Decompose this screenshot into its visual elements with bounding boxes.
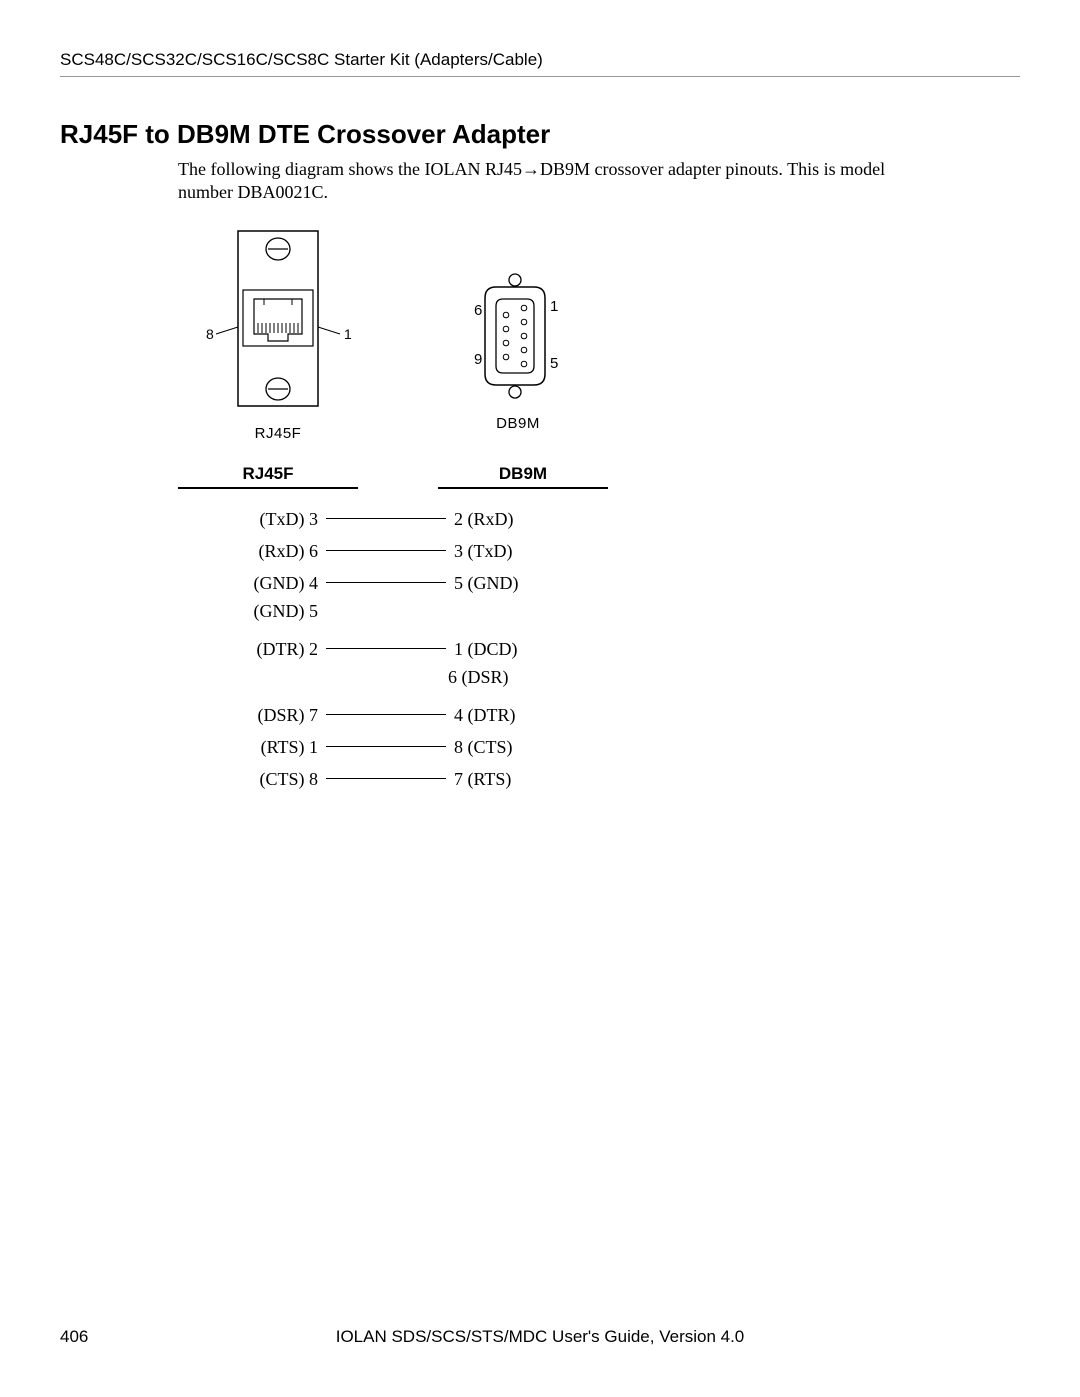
pinout-left-signal: (TxD) 3 <box>178 509 324 530</box>
rj45f-label: RJ45F <box>178 425 378 442</box>
page-number: 406 <box>60 1327 180 1347</box>
db9m-label: DB9M <box>438 415 598 432</box>
section-title: RJ45F to DB9M DTE Crossover Adapter <box>60 119 1020 150</box>
pinout-right-signal: 2 (RxD) <box>448 509 604 530</box>
pinout-right-signal: 7 (RTS) <box>448 769 604 790</box>
pinout-right-signal: 5 (GND) <box>448 573 604 594</box>
pinout-row: (TxD) 3 2 (RxD) <box>178 505 608 533</box>
pinout-left-signal: (RxD) 6 <box>178 541 324 562</box>
page-footer: 406 IOLAN SDS/SCS/STS/MDC User's Guide, … <box>60 1327 1020 1347</box>
pinout-row: (GND) 4 5 (GND) <box>178 569 608 597</box>
pinout-row: (RxD) 6 3 (TxD) <box>178 537 608 565</box>
pinout-right-signal-sub: 6 (DSR) <box>448 667 598 688</box>
pinout-left-signal-sub: (GND) 5 <box>178 601 324 622</box>
pinout-row: (DSR) 7 4 (DTR) <box>178 701 608 729</box>
pinout-connection-line <box>326 550 446 552</box>
rj45-pin-1: 1 <box>344 326 352 342</box>
db9-pin-5: 5 <box>550 355 558 372</box>
pinout-right-signal: 3 (TxD) <box>448 541 604 562</box>
rj45-pin-8: 8 <box>206 326 214 342</box>
pinout-left-signal: (RTS) 1 <box>178 737 324 758</box>
db9-pin-6: 6 <box>474 302 482 319</box>
footer-doc-title: IOLAN SDS/SCS/STS/MDC User's Guide, Vers… <box>180 1327 900 1347</box>
pinout-connection-line <box>326 518 446 520</box>
rj45f-diagram: 8 1 RJ45F <box>178 221 378 442</box>
pinout-left-header: RJ45F <box>178 464 358 489</box>
pinout-left-signal: (DTR) 2 <box>178 639 324 660</box>
intro-paragraph: The following diagram shows the IOLAN RJ… <box>178 158 938 203</box>
connector-diagrams: 8 1 RJ45F <box>178 221 1020 442</box>
pinout-connection-line <box>326 582 446 584</box>
db9-pin-1: 1 <box>550 298 558 315</box>
pinout-connection-line <box>326 714 446 716</box>
pinout-right-signal: 4 (DTR) <box>448 705 604 726</box>
pinout-right-header: DB9M <box>438 464 608 489</box>
db9-pin-9: 9 <box>474 351 482 368</box>
pinout-left-signal: (GND) 4 <box>178 573 324 594</box>
pinout-row: (DTR) 2 1 (DCD) <box>178 635 608 663</box>
pinout-right-signal: 1 (DCD) <box>448 639 604 660</box>
pinout-right-signal: 8 (CTS) <box>448 737 604 758</box>
pinout-row: (CTS) 8 7 (RTS) <box>178 765 608 793</box>
pinout-left-signal: (CTS) 8 <box>178 769 324 790</box>
pinout-connection-line <box>326 746 446 748</box>
pinout-connection-line <box>326 778 446 780</box>
pinout-table: RJ45F DB9M (TxD) 32 (RxD)(RxD) 63 (TxD)(… <box>178 464 608 793</box>
pinout-row: (RTS) 1 8 (CTS) <box>178 733 608 761</box>
pinout-connection-line <box>326 648 446 650</box>
db9m-diagram: 6 1 9 5 DB9M <box>438 271 598 432</box>
running-header: SCS48C/SCS32C/SCS16C/SCS8C Starter Kit (… <box>60 50 1020 77</box>
pinout-left-signal: (DSR) 7 <box>178 705 324 726</box>
